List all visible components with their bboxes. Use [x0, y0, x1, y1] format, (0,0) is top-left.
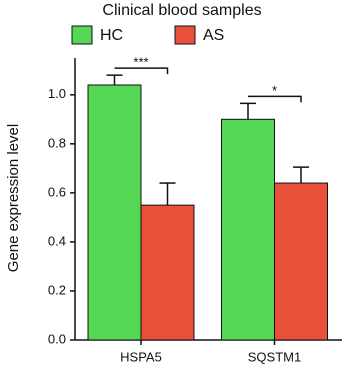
y-tick-label: 0.0: [48, 331, 66, 346]
y-tick-label: 0.4: [48, 233, 66, 248]
x-tick-label: SQSTM1: [248, 349, 301, 364]
significance-bracket: [114, 67, 169, 75]
significance-bracket: [248, 95, 302, 103]
legend-label: HC: [100, 27, 123, 44]
legend-swatch: [174, 25, 196, 45]
significance-label: ***: [133, 55, 148, 70]
bar: [274, 182, 328, 341]
y-tick-label: 0.2: [48, 282, 66, 297]
x-tick-label: HSPA5: [120, 349, 162, 364]
bar: [140, 204, 195, 341]
legend-swatch: [71, 25, 93, 45]
bar: [87, 84, 142, 341]
y-tick-label: 0.8: [48, 135, 66, 150]
bar: [221, 118, 275, 341]
y-axis-label: Gene expression level: [5, 124, 22, 272]
y-tick-label: 1.0: [48, 86, 66, 101]
legend-label: AS: [203, 27, 224, 44]
y-tick-label: 0.6: [48, 184, 66, 199]
significance-label: *: [272, 83, 277, 98]
chart-title: Clinical blood samples: [102, 2, 261, 19]
